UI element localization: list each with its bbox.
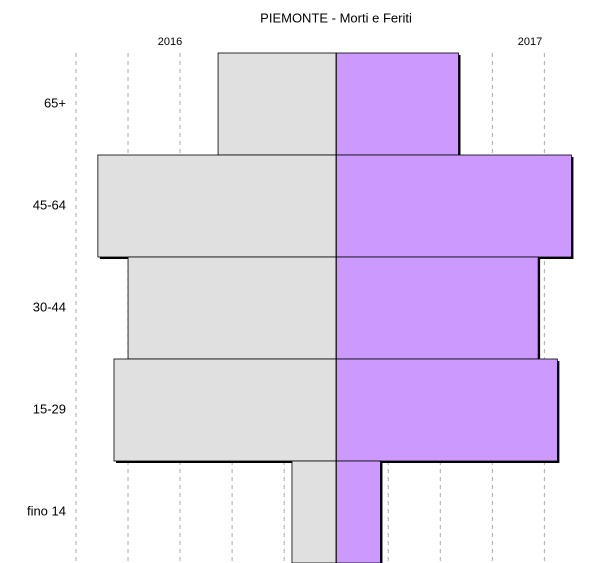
bar bbox=[291, 460, 337, 563]
bar bbox=[335, 256, 539, 360]
bar bbox=[335, 52, 459, 156]
y-tick-label: fino 14 bbox=[27, 503, 66, 518]
series-label: 2016 bbox=[158, 36, 182, 48]
bar bbox=[335, 154, 572, 258]
bar bbox=[335, 358, 558, 462]
bar bbox=[113, 358, 337, 462]
y-tick-label: 45-64 bbox=[33, 197, 66, 212]
bar bbox=[127, 256, 337, 360]
y-tick-label: 65+ bbox=[44, 95, 66, 110]
y-tick-label: 30-44 bbox=[33, 299, 66, 314]
bar bbox=[217, 52, 337, 156]
y-tick-label: 15-29 bbox=[33, 401, 66, 416]
series-label: 2017 bbox=[518, 36, 542, 48]
bar bbox=[335, 460, 381, 563]
bar bbox=[97, 154, 337, 258]
chart-title: PIEMONTE - Morti e Feriti bbox=[260, 10, 412, 25]
